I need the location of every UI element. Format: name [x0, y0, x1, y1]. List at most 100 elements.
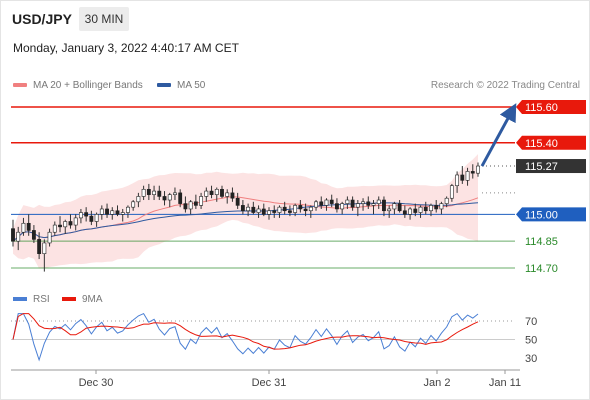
candle	[110, 210, 115, 215]
candle	[94, 214, 99, 222]
candle	[209, 190, 214, 195]
candle	[214, 188, 219, 195]
legend-ma20-label: MA 20 + Bollinger Bands	[33, 80, 143, 91]
candle	[261, 208, 266, 215]
candle	[193, 201, 198, 206]
candle	[63, 221, 68, 228]
candle	[131, 201, 136, 208]
candle	[267, 210, 271, 215]
rsi-ma-swatch	[62, 297, 76, 301]
candle	[256, 208, 261, 213]
candle	[298, 205, 303, 210]
candle	[449, 185, 454, 199]
resistance-tag	[516, 135, 586, 150]
candle	[444, 197, 449, 204]
candle	[355, 203, 360, 208]
resistance-label: 115.60	[525, 102, 558, 114]
candle	[340, 203, 345, 210]
rsi-line	[12, 312, 479, 362]
credit-text: Research © 2022 Trading Central	[430, 80, 580, 91]
candle	[220, 188, 224, 197]
candle	[31, 230, 36, 240]
rsi-tick-label: 30	[525, 353, 537, 365]
candle	[235, 197, 240, 206]
candle	[272, 210, 277, 213]
candle	[408, 208, 412, 215]
candle	[439, 203, 444, 210]
candle	[99, 208, 104, 215]
candle	[345, 199, 350, 204]
candle	[37, 239, 42, 254]
resistance-tag	[516, 100, 586, 114]
candle	[16, 231, 21, 242]
legend-ma50-label: MA 50	[177, 80, 206, 91]
candle	[303, 208, 308, 212]
candle	[115, 210, 120, 215]
candle	[79, 212, 83, 219]
ma50-line	[12, 202, 479, 242]
candle	[251, 206, 256, 213]
candle	[47, 231, 52, 244]
rsi-tick-label: 50	[525, 335, 537, 347]
rsi-tick-label: 70	[525, 316, 537, 328]
last-price-tag	[516, 159, 586, 174]
candle	[470, 171, 475, 174]
candle	[350, 199, 355, 208]
candle	[308, 206, 313, 212]
candle	[402, 210, 407, 215]
candle	[146, 188, 151, 195]
candle	[392, 203, 397, 210]
candle	[152, 190, 156, 195]
candle	[178, 192, 183, 204]
candle	[225, 192, 230, 197]
candle	[371, 203, 376, 206]
rsi-legend-label: RSI	[33, 294, 50, 305]
candle	[58, 224, 62, 228]
candle	[173, 192, 177, 195]
ma20-swatch	[13, 83, 27, 88]
candle	[324, 199, 329, 206]
candle	[230, 192, 235, 199]
candle	[382, 199, 386, 212]
candle	[476, 165, 480, 174]
candle	[240, 205, 245, 212]
candle	[162, 196, 167, 201]
candle	[465, 171, 470, 181]
candle	[105, 208, 109, 215]
rsi-ma-line	[12, 313, 479, 350]
candle	[141, 188, 146, 197]
x-tick-label: Dec 30	[79, 377, 114, 389]
candle	[314, 201, 318, 208]
legend-ma50: MA 50	[157, 80, 205, 91]
timestamp: Monday, January 3, 2022 4:40:17 AM CET	[13, 41, 239, 55]
candle	[434, 205, 439, 210]
candle	[329, 199, 334, 204]
pivot-label: 115.00	[525, 209, 558, 221]
legend-ma20: MA 20 + Bollinger Bands	[13, 80, 143, 91]
candle	[199, 196, 204, 206]
candle	[460, 174, 465, 181]
candle	[282, 206, 287, 212]
candle	[120, 212, 125, 215]
candle	[68, 221, 73, 226]
candle	[293, 205, 298, 213]
x-tick-label: Jan 2	[424, 377, 451, 389]
x-tick-label: Jan 11	[489, 377, 521, 389]
candle	[413, 208, 418, 213]
candle	[188, 201, 193, 210]
candle	[204, 190, 209, 197]
instrument-title: USD/JPY	[12, 11, 72, 27]
candle	[246, 206, 251, 212]
last-price-label: 115.27	[525, 161, 558, 173]
support-label: 114.70	[525, 263, 558, 275]
candle	[335, 203, 339, 210]
candle	[277, 206, 282, 213]
candle	[287, 210, 292, 213]
pivot-tag	[516, 207, 586, 222]
candle	[136, 196, 141, 203]
timeframe-badge[interactable]: 30 MIN	[79, 7, 129, 31]
candle	[11, 228, 15, 242]
ma50-swatch	[157, 83, 171, 88]
candle	[376, 199, 381, 204]
